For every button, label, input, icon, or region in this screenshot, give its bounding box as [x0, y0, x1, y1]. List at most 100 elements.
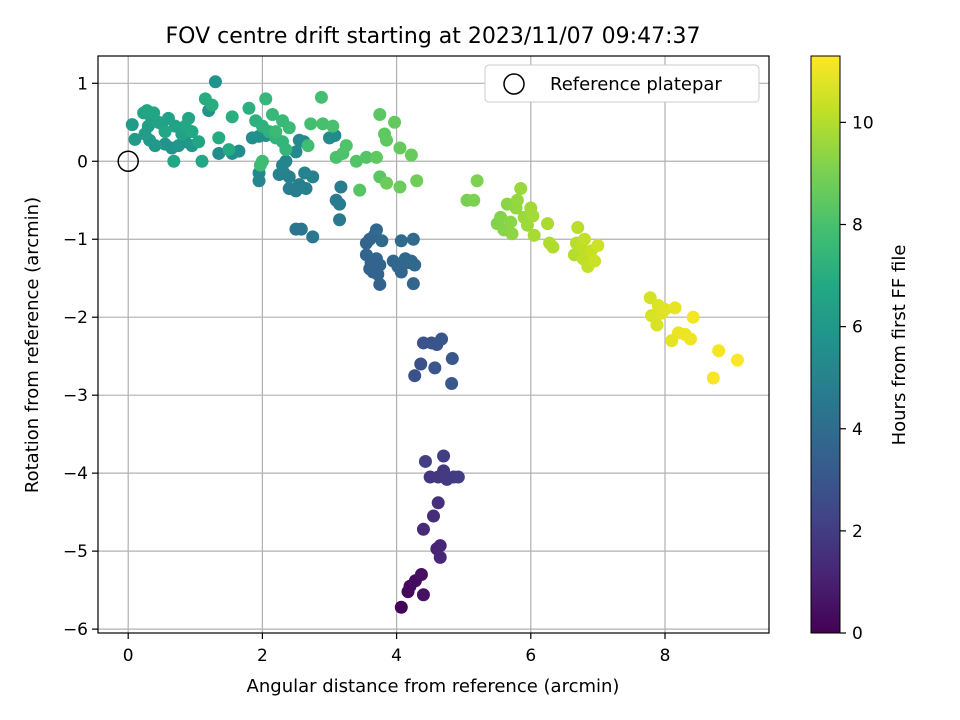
- data-point: [380, 176, 394, 190]
- data-point: [541, 217, 555, 231]
- data-point: [276, 158, 290, 172]
- data-point: [265, 107, 279, 121]
- legend-box: [484, 64, 760, 103]
- colorbar-tick-label: 4: [852, 420, 863, 440]
- data-point: [306, 230, 320, 244]
- data-point: [316, 117, 330, 131]
- data-point: [259, 92, 273, 106]
- data-points: [125, 75, 744, 614]
- data-point: [433, 539, 447, 553]
- data-point: [504, 215, 518, 229]
- y-tick-label: −1: [63, 230, 88, 250]
- y-tick-label: −6: [63, 620, 88, 640]
- x-tick-label: 8: [660, 646, 671, 666]
- data-point: [418, 454, 432, 468]
- data-point: [192, 135, 206, 149]
- data-point: [289, 145, 303, 159]
- legend-entry-reference-platepar: Reference platepar: [550, 74, 722, 95]
- colorbar-tick-label: 0: [852, 624, 863, 644]
- data-point: [282, 121, 296, 135]
- data-point: [406, 277, 420, 291]
- data-point: [470, 174, 484, 188]
- data-point: [380, 133, 394, 147]
- data-point: [353, 183, 367, 197]
- data-point: [333, 213, 347, 227]
- data-point: [577, 232, 591, 246]
- y-axis-ticks: 1 0 −1 −2 −3 −4 −5 −6: [63, 74, 98, 640]
- data-point: [427, 509, 440, 523]
- data-point: [333, 197, 347, 211]
- colorbar: 0 2 4 6 8 10 Hours from first FF file: [810, 55, 910, 644]
- legend: Reference platepar: [484, 64, 760, 103]
- data-point: [416, 522, 430, 536]
- data-point: [437, 449, 451, 463]
- x-tick-label: 2: [257, 646, 268, 666]
- data-point: [294, 222, 308, 236]
- data-point: [394, 234, 408, 248]
- data-point: [394, 265, 408, 279]
- data-point: [375, 234, 389, 248]
- data-point: [510, 193, 524, 207]
- data-point: [445, 352, 459, 366]
- data-point: [505, 227, 519, 241]
- data-point: [195, 154, 209, 168]
- data-point: [369, 150, 383, 164]
- x-axis-ticks: 0 2 4 6 8: [123, 633, 671, 666]
- data-point: [314, 90, 328, 104]
- data-point: [366, 265, 380, 279]
- data-point: [404, 148, 418, 162]
- data-point: [408, 258, 422, 272]
- data-point: [410, 174, 424, 188]
- data-point: [369, 223, 383, 237]
- data-point: [125, 118, 139, 132]
- y-tick-label: −2: [63, 308, 88, 328]
- data-point: [359, 150, 373, 164]
- data-point: [658, 302, 672, 316]
- data-point: [712, 344, 726, 358]
- data-point: [393, 141, 407, 155]
- data-point: [147, 106, 161, 120]
- data-point: [435, 332, 449, 346]
- data-point: [571, 221, 585, 235]
- data-point: [212, 146, 226, 160]
- colorbar-tick-label: 2: [852, 522, 863, 542]
- data-point: [428, 361, 442, 375]
- x-tick-label: 4: [391, 646, 402, 666]
- data-point: [650, 318, 664, 332]
- data-point: [643, 291, 657, 305]
- data-point: [299, 182, 313, 196]
- data-point: [406, 232, 420, 246]
- colorbar-gradient: [810, 55, 841, 634]
- data-point: [683, 332, 697, 346]
- colorbar-ticks: 0 2 4 6 8 10: [840, 113, 874, 644]
- y-tick-label: −5: [63, 542, 88, 562]
- x-tick-label: 0: [123, 646, 134, 666]
- x-tick-label: 6: [525, 646, 536, 666]
- data-point: [414, 357, 428, 371]
- data-point: [393, 180, 407, 194]
- data-point: [167, 154, 181, 168]
- data-point: [185, 125, 199, 139]
- colorbar-tick-label: 6: [852, 318, 863, 338]
- data-point: [279, 143, 293, 157]
- data-point: [408, 369, 422, 383]
- data-point: [326, 119, 340, 133]
- data-point: [208, 75, 222, 89]
- data-point: [232, 144, 246, 158]
- data-point: [349, 154, 363, 168]
- data-point: [304, 117, 318, 131]
- y-tick-label: −3: [63, 386, 88, 406]
- y-tick-label: −4: [63, 464, 88, 484]
- data-point: [730, 353, 744, 367]
- colorbar-tick-label: 8: [852, 216, 863, 236]
- data-point: [514, 182, 528, 196]
- data-point: [686, 310, 700, 324]
- data-point: [339, 139, 353, 153]
- plot-frame: [97, 55, 770, 634]
- colorbar-label: Hours from first FF file: [889, 245, 910, 446]
- data-point: [394, 600, 408, 614]
- chart-title: FOV centre drift starting at 2023/11/07 …: [166, 24, 701, 49]
- x-axis-label: Angular distance from reference (arcmin): [247, 676, 620, 697]
- data-point: [373, 107, 387, 121]
